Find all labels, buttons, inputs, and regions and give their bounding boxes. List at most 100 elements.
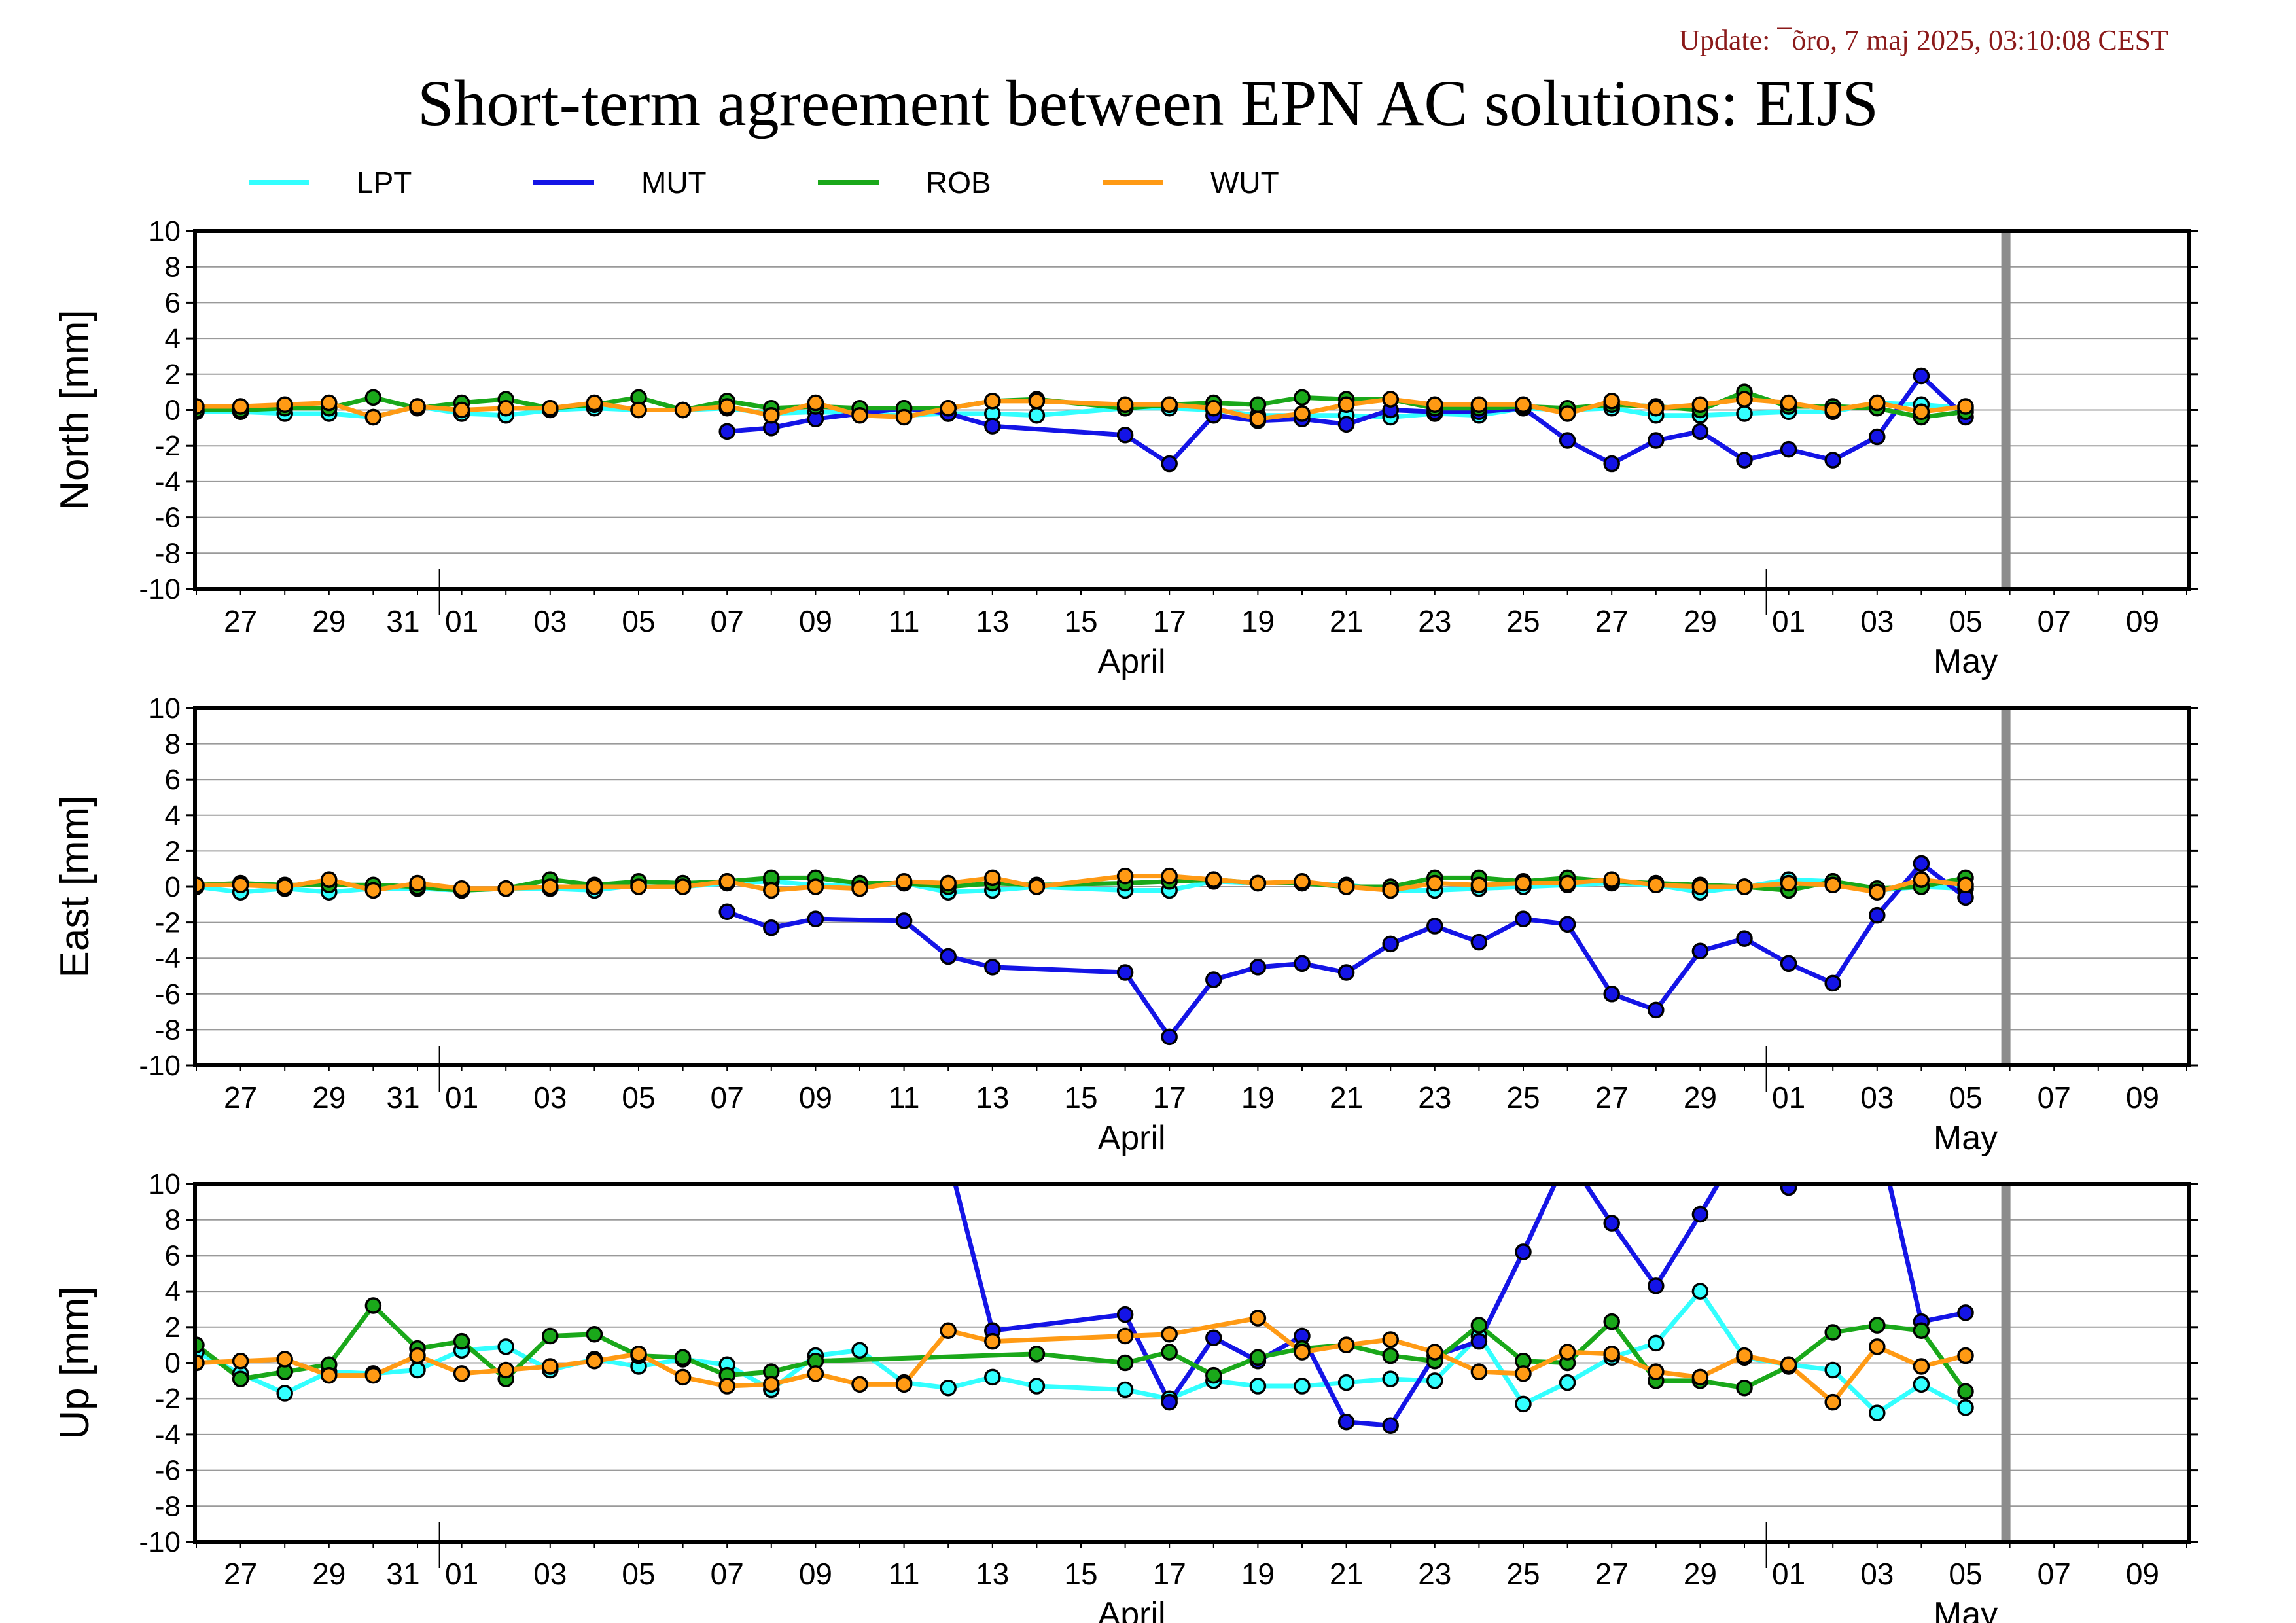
x-month-label: April	[1098, 643, 1166, 681]
data-point-wut	[895, 1376, 913, 1393]
data-point-rob	[1249, 396, 1267, 414]
data-point-wut	[1382, 1331, 1399, 1348]
data-point-lpt	[1736, 405, 1753, 422]
data-point-wut	[1205, 871, 1222, 888]
data-point-mut	[1294, 955, 1311, 972]
x-tick-label: 01	[1772, 1557, 1805, 1591]
data-point-mut	[1736, 930, 1753, 947]
data-point-wut	[1294, 1344, 1311, 1361]
data-point-mut	[984, 959, 1001, 976]
x-tick-label: 03	[533, 604, 567, 638]
data-point-wut	[1161, 396, 1178, 414]
series-line-lpt	[196, 401, 1966, 419]
x-tick-label: 17	[1153, 1557, 1186, 1591]
today-marker-line	[2001, 708, 2011, 1065]
data-point-wut	[321, 394, 338, 412]
data-point-wut	[1913, 403, 1930, 420]
data-point-wut	[1648, 1363, 1665, 1380]
data-point-rob	[453, 1332, 470, 1350]
data-point-wut	[1294, 405, 1311, 422]
x-tick-label: 29	[312, 1080, 345, 1115]
data-point-mut	[1161, 455, 1178, 473]
data-point-wut	[1559, 405, 1576, 422]
data-point-rob	[586, 1325, 603, 1343]
data-point-wut	[497, 880, 514, 897]
data-point-wut	[718, 398, 735, 415]
x-tick-label: 29	[1684, 1080, 1717, 1115]
today-marker-line	[2001, 231, 2011, 589]
y-tick-label: -8	[155, 1014, 181, 1046]
data-point-lpt	[409, 1361, 426, 1379]
x-tick-label: 25	[1506, 1080, 1540, 1115]
x-tick-label: 27	[224, 604, 257, 638]
data-point-wut	[542, 1358, 559, 1375]
x-month-label: April	[1098, 1596, 1166, 1623]
data-point-wut	[1382, 391, 1399, 408]
y-tick-label: -2	[155, 907, 181, 939]
data-point-wut	[630, 401, 647, 419]
data-point-lpt	[1559, 1374, 1576, 1391]
data-point-mut	[807, 910, 824, 927]
data-point-wut	[1028, 878, 1046, 895]
x-tick-label: 17	[1153, 604, 1186, 638]
data-point-rob	[1824, 1324, 1841, 1341]
data-point-wut	[895, 873, 913, 890]
data-point-mut	[1116, 427, 1134, 444]
x-tick-label: 27	[1595, 604, 1629, 638]
data-point-mut	[1515, 1243, 1532, 1260]
legend-label-wut: WUT	[1210, 166, 1279, 200]
data-point-wut	[1515, 1365, 1532, 1382]
x-tick-label: 27	[1595, 1557, 1629, 1591]
series-group	[195, 1184, 1974, 1434]
data-point-wut	[807, 878, 824, 895]
data-point-rob	[364, 389, 382, 406]
x-tick-label: 17	[1153, 1080, 1186, 1115]
data-point-wut	[1249, 1310, 1267, 1327]
data-point-wut	[1824, 1393, 1841, 1411]
x-tick-label: 15	[1064, 1557, 1097, 1591]
x-tick-label: 03	[1860, 604, 1894, 638]
data-point-wut	[940, 400, 957, 417]
data-point-mut	[1205, 971, 1222, 988]
data-point-mut	[1116, 964, 1134, 981]
x-tick-label: 05	[622, 1557, 655, 1591]
data-point-wut	[1824, 876, 1841, 894]
today-marker-line	[2001, 1184, 2011, 1542]
legend-label-mut: MUT	[641, 166, 707, 200]
y-tick-label: 0	[165, 395, 181, 427]
data-point-mut	[718, 423, 735, 440]
data-point-wut	[1913, 871, 1930, 888]
x-month-label: May	[1934, 1119, 1998, 1157]
data-point-lpt	[1294, 1378, 1311, 1395]
x-tick-label: 09	[799, 1080, 832, 1115]
x-tick-label: 03	[533, 1557, 567, 1591]
data-point-wut	[1337, 878, 1355, 895]
data-point-mut	[1382, 1417, 1399, 1434]
x-tick-label: 01	[445, 604, 478, 638]
x-tick-label: 07	[2038, 1080, 2071, 1115]
x-tick-label: 13	[976, 1080, 1009, 1115]
y-tick-label: -2	[155, 1383, 181, 1415]
y-axis-label: North [mm]	[52, 310, 97, 510]
data-point-mut	[1736, 452, 1753, 469]
x-tick-label: 05	[1949, 1080, 1982, 1115]
data-point-mut	[984, 418, 1001, 435]
data-point-wut	[1337, 396, 1355, 414]
x-tick-label: 23	[1418, 1557, 1451, 1591]
y-tick-label: -2	[155, 430, 181, 462]
y-tick-label: -10	[139, 1050, 181, 1082]
data-point-lpt	[851, 1342, 868, 1359]
x-tick-label: 07	[2038, 604, 2071, 638]
data-point-wut	[232, 1353, 249, 1370]
data-point-rob	[1470, 1317, 1488, 1334]
data-point-mut	[1559, 432, 1576, 449]
data-point-wut	[1736, 878, 1753, 895]
x-tick-label: 13	[976, 604, 1009, 638]
data-point-rob	[1382, 1347, 1399, 1364]
data-point-lpt	[1691, 1283, 1709, 1300]
data-point-wut	[1470, 1363, 1488, 1380]
y-tick-label: 10	[149, 1168, 181, 1200]
data-point-wut	[630, 878, 647, 895]
data-point-wut	[1869, 394, 1886, 412]
